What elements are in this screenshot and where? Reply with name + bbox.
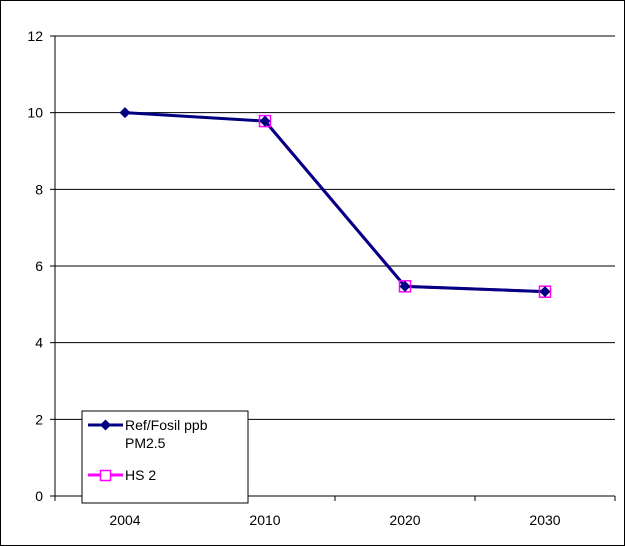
legend-marker-series-1 [100, 419, 111, 431]
y-tick-label: 8 [35, 181, 43, 197]
data-point-series-1 [119, 107, 131, 119]
series-line-1 [124, 111, 546, 294]
x-tick-label: 2010 [249, 512, 280, 528]
series-group [119, 107, 552, 298]
legend-label-series-2: HS 2 [125, 467, 156, 483]
y-tick-label: 4 [35, 335, 43, 351]
data-point-series-1 [539, 286, 551, 298]
x-tick-label: 2004 [109, 512, 140, 528]
legend: Ref/Fosil ppb PM2.5 HS 2 [81, 410, 249, 504]
y-tick-label: 0 [35, 488, 43, 504]
x-tick-label: 2030 [529, 512, 560, 528]
y-axis: 0 2 4 6 8 10 12 [27, 28, 56, 504]
data-point-series-1 [259, 115, 271, 127]
legend-marker-series-2 [99, 469, 112, 482]
x-tick-label: 2020 [389, 512, 420, 528]
y-tick-label: 6 [35, 258, 43, 274]
legend-label-series-1-line-1: Ref/Fosil ppb [125, 417, 208, 433]
y-tick-label: 2 [35, 411, 43, 427]
y-tick-label: 12 [27, 28, 43, 44]
y-tick-label: 10 [27, 105, 43, 121]
legend-label-series-1-line-2: PM2.5 [125, 435, 166, 451]
data-point-series-1 [399, 280, 411, 292]
